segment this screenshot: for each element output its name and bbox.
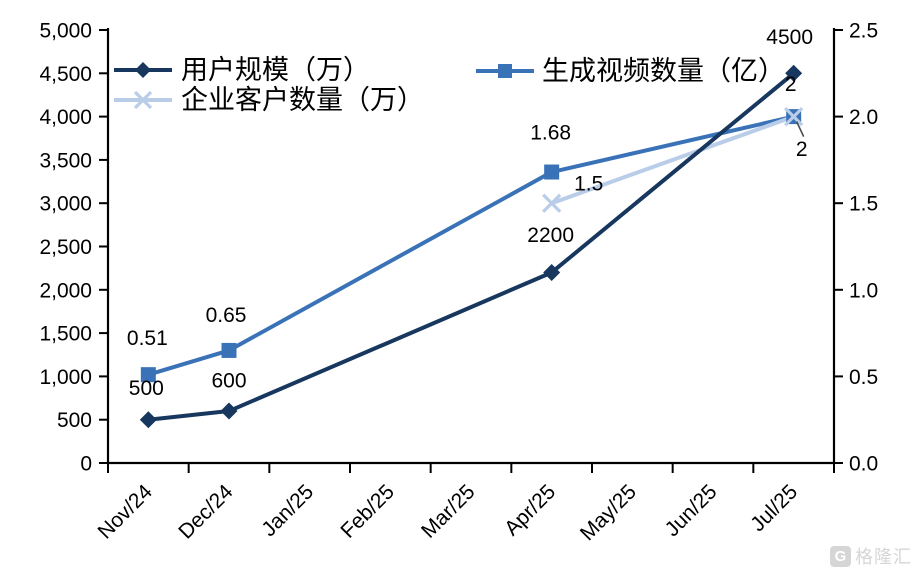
left-axis-tick-label: 1,500 <box>39 323 92 346</box>
data-label: 2 <box>785 73 797 96</box>
series-line-1 <box>147 114 795 377</box>
left-axis-tick-label: 4,000 <box>39 106 92 129</box>
gelonghui-logo-icon: G <box>830 545 851 567</box>
x-marker-icon <box>133 90 153 110</box>
right-axis-tick-label: 2.5 <box>849 20 878 43</box>
left-axis-tick-label: 4,500 <box>39 63 92 86</box>
left-axis-tick-label: 1,000 <box>39 366 92 389</box>
diamond-marker-icon <box>139 411 157 429</box>
x-axis-label: Nov/24 <box>94 480 158 544</box>
x-axis-label: Jul/25 <box>746 480 802 536</box>
data-label: 2200 <box>527 224 574 247</box>
left-axis-tick-label: 5,000 <box>39 20 92 43</box>
x-marker-icon <box>542 193 562 213</box>
right-axis-tick-label: 0.5 <box>849 366 878 389</box>
legend-label: 企业客户数量（万） <box>181 85 424 115</box>
legend-item-0: 用户规模（万） <box>114 55 370 85</box>
right-axis-tick-label: 1.5 <box>849 193 878 216</box>
data-label: 1.5 <box>574 173 603 196</box>
diamond-marker-icon <box>220 402 238 420</box>
x-axis-label: Jun/25 <box>661 480 722 541</box>
left-axis-tick-label: 3,500 <box>39 149 92 172</box>
data-label: 4500 <box>766 26 813 49</box>
x-axis-label: Dec/24 <box>174 480 238 544</box>
watermark-text: 格隆汇 <box>855 547 912 567</box>
right-axis-tick-label: 1.0 <box>849 279 878 302</box>
square-marker-icon <box>140 367 156 383</box>
data-label: 600 <box>211 370 246 393</box>
left-axis-tick-label: 500 <box>57 409 92 432</box>
square-marker-icon <box>221 342 237 358</box>
diamond-marker-icon <box>135 62 151 78</box>
left-axis-tick-label: 0 <box>80 453 92 476</box>
x-axis-label: Apr/25 <box>500 480 560 540</box>
legend-item-2: 企业客户数量（万） <box>114 85 424 115</box>
data-label: 1.68 <box>530 122 571 145</box>
x-marker-icon <box>784 106 804 127</box>
legend-label: 生成视频数量（亿） <box>542 56 785 86</box>
data-label: 0.65 <box>206 304 247 327</box>
data-label: 500 <box>129 377 164 400</box>
x-axis-label: May/25 <box>576 480 641 545</box>
series-line-0 <box>148 71 795 422</box>
right-axis-tick-label: 0.0 <box>849 453 878 476</box>
right-axis-tick-label: 2.0 <box>849 106 878 129</box>
left-axis-tick-label: 2,500 <box>39 236 92 259</box>
gelonghui-watermark: G 格隆汇 <box>830 543 912 569</box>
legend-item-1: 生成视频数量（亿） <box>476 56 785 86</box>
data-label-leader-line <box>795 121 805 137</box>
x-axis-label: Mar/25 <box>417 480 479 542</box>
data-label: 2 <box>796 138 808 161</box>
data-label: 0.51 <box>127 327 168 350</box>
square-marker-icon <box>498 64 512 78</box>
series-line-2 <box>550 114 795 206</box>
x-axis-label: Feb/25 <box>336 480 399 543</box>
legend-label: 用户规模（万） <box>181 55 370 85</box>
diamond-marker-icon <box>785 64 803 82</box>
x-axis-label: Jan/25 <box>257 480 318 541</box>
left-axis-tick-label: 3,000 <box>39 193 92 216</box>
square-marker-icon <box>544 164 560 180</box>
left-axis-tick-label: 2,000 <box>39 279 92 302</box>
diamond-marker-icon <box>543 263 561 281</box>
